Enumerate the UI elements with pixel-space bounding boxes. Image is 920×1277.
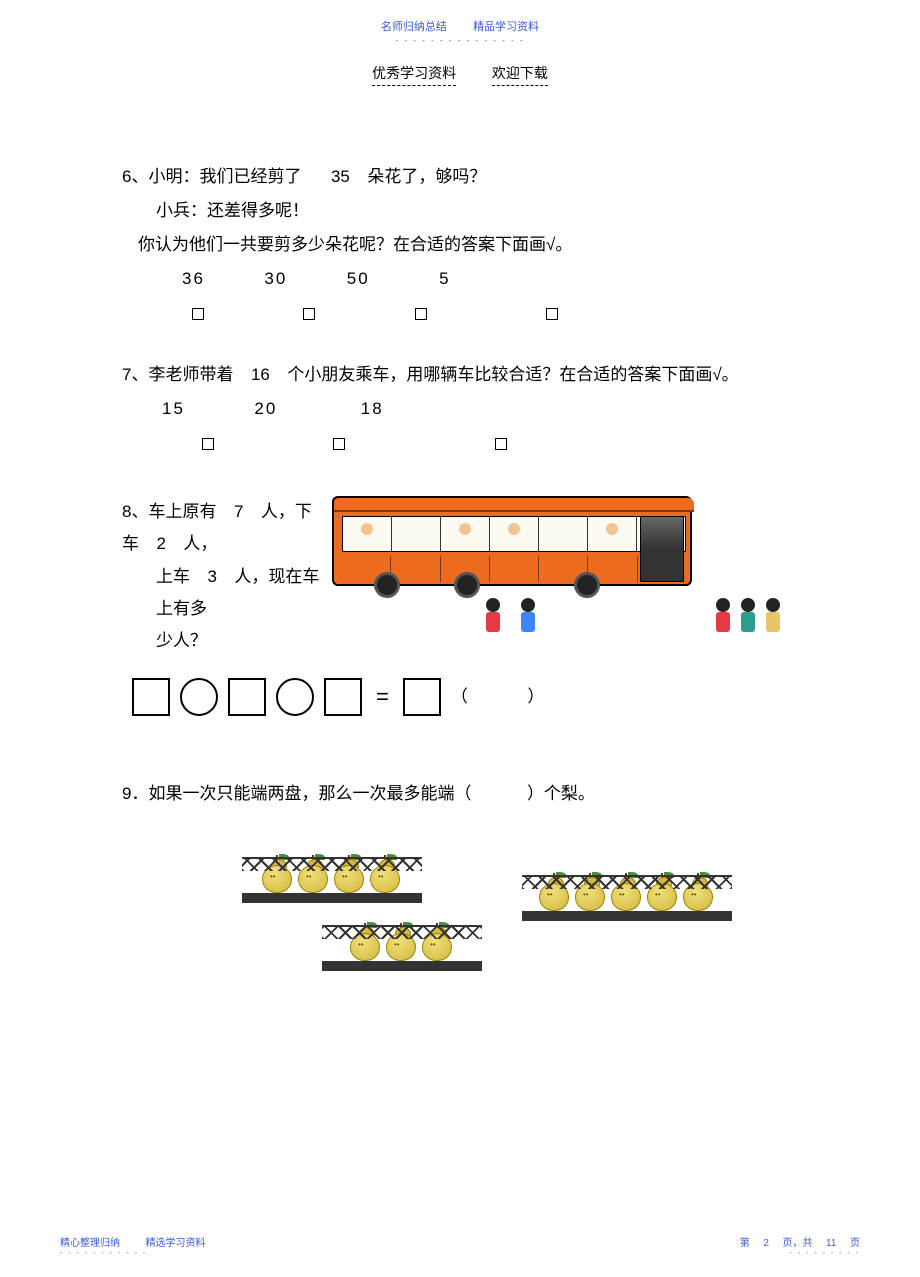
footer-right: 第 2 页，共 11 页 - - - - - - - - - [740, 1234, 860, 1257]
q6-line1-post: 朵花了，够吗？ [367, 167, 486, 186]
q9-text-a: 9．如果一次只能端两盘，那么一次最多能端（ [122, 784, 471, 803]
plate-2: •••••••••• [522, 865, 732, 921]
q6-line3: 你认为他们一共要剪多少朵花呢？在合适的答案下面画√。 [138, 235, 572, 254]
eq-box-result[interactable] [403, 678, 441, 716]
plate-0: •••••••• [242, 847, 422, 903]
q8-l1-e: 人， [183, 534, 217, 553]
q6-opt-2: 50 [347, 269, 370, 288]
q8-equation: = （ ） [132, 675, 822, 719]
header-sub-right: 欢迎下载 [492, 63, 548, 86]
q7-opt-1: 20 [254, 399, 277, 418]
q8-l3: 少人？ [156, 631, 207, 650]
q7-checkbox-2[interactable] [495, 438, 507, 450]
eq-box-3[interactable] [324, 678, 362, 716]
eq-box-2[interactable] [228, 678, 266, 716]
q6-line2: 小兵：还差得多呢！ [156, 201, 309, 220]
eq-op-1[interactable] [180, 678, 218, 716]
question-9: 9．如果一次只能端两盘，那么一次最多能端（ ）个梨。 •••••••••••••… [122, 777, 822, 1017]
q7-opt-2: 18 [361, 399, 384, 418]
q8-l1-a: 8、车上原有 [122, 502, 216, 521]
q6-opt-1: 30 [264, 269, 287, 288]
q6-checkbox-1[interactable] [303, 308, 315, 320]
equals-sign: = [372, 675, 393, 719]
question-6: 6、小明：我们已经剪了 35 朵花了，够吗？ 小兵：还差得多呢！ 你认为他们一共… [122, 160, 822, 330]
footer-left: 精心整理归纳 精选学习资料 - - - - - - - - - - - [60, 1234, 206, 1257]
q8-l2-a: 上车 [156, 567, 190, 586]
question-8: 8、车上原有 7 人，下车 2 人， 上车 3 人，现在车上有多 少人？ [122, 496, 822, 657]
header-dots: - - - - - - - - - - - - - - - [0, 36, 920, 45]
bus-illustration [332, 496, 772, 626]
q7-opt-0: 15 [162, 399, 185, 418]
question-7: 7、李老师带着 16 个小朋友乘车，用哪辆车比较合适？在合适的答案下面画√。 1… [122, 358, 822, 460]
q8-l2-b: 3 [207, 567, 216, 586]
header-top-right: 精品学习资料 [473, 21, 539, 33]
q8-l1-d: 2 [156, 534, 165, 553]
q6-line1-pre: 6、小明：我们已经剪了 [122, 167, 301, 186]
header-sub-left: 优秀学习资料 [372, 63, 456, 86]
footer-right-c: 页 [850, 1238, 860, 1249]
q6-line1-num: 35 [331, 167, 350, 186]
footer-left-a: 精心整理归纳 [60, 1238, 120, 1249]
footer-right-page: 2 [763, 1238, 769, 1249]
paren-right: ） [527, 687, 544, 706]
q7-line1-pre: 7、李老师带着 [122, 365, 233, 384]
header-top-left: 名师归纳总结 [381, 21, 447, 33]
q7-line1-post: 个小朋友乘车，用哪辆车比较合适？在合适的答案下面画√。 [287, 365, 738, 384]
q8-l1-b: 7 [234, 502, 243, 521]
header-subtitle: 优秀学习资料 欢迎下载 [0, 63, 920, 86]
q6-checkbox-0[interactable] [192, 308, 204, 320]
pear-plates: •••••••••••••••••••••••• [122, 847, 822, 1017]
footer-right-a: 第 [740, 1238, 750, 1249]
q7-checkbox-1[interactable] [333, 438, 345, 450]
footer-right-total: 11 [826, 1238, 836, 1249]
q7-line1-num: 16 [251, 365, 270, 384]
eq-op-2[interactable] [276, 678, 314, 716]
footer-right-b: 页，共 [782, 1238, 812, 1249]
eq-paren: （ ） [451, 680, 544, 714]
q9-text-b: ）个梨。 [527, 784, 595, 803]
footer-left-b: 精选学习资料 [146, 1238, 206, 1249]
q7-checkbox-0[interactable] [202, 438, 214, 450]
eq-box-1[interactable] [132, 678, 170, 716]
q6-checkbox-2[interactable] [415, 308, 427, 320]
q6-checkbox-3[interactable] [546, 308, 558, 320]
header-watermark: 名师归纳总结 精品学习资料 [0, 0, 920, 34]
q6-opt-3: 5 [439, 269, 450, 288]
q6-opt-0: 36 [182, 269, 205, 288]
plate-1: •••••• [322, 915, 482, 971]
paren-left: （ [451, 687, 468, 706]
